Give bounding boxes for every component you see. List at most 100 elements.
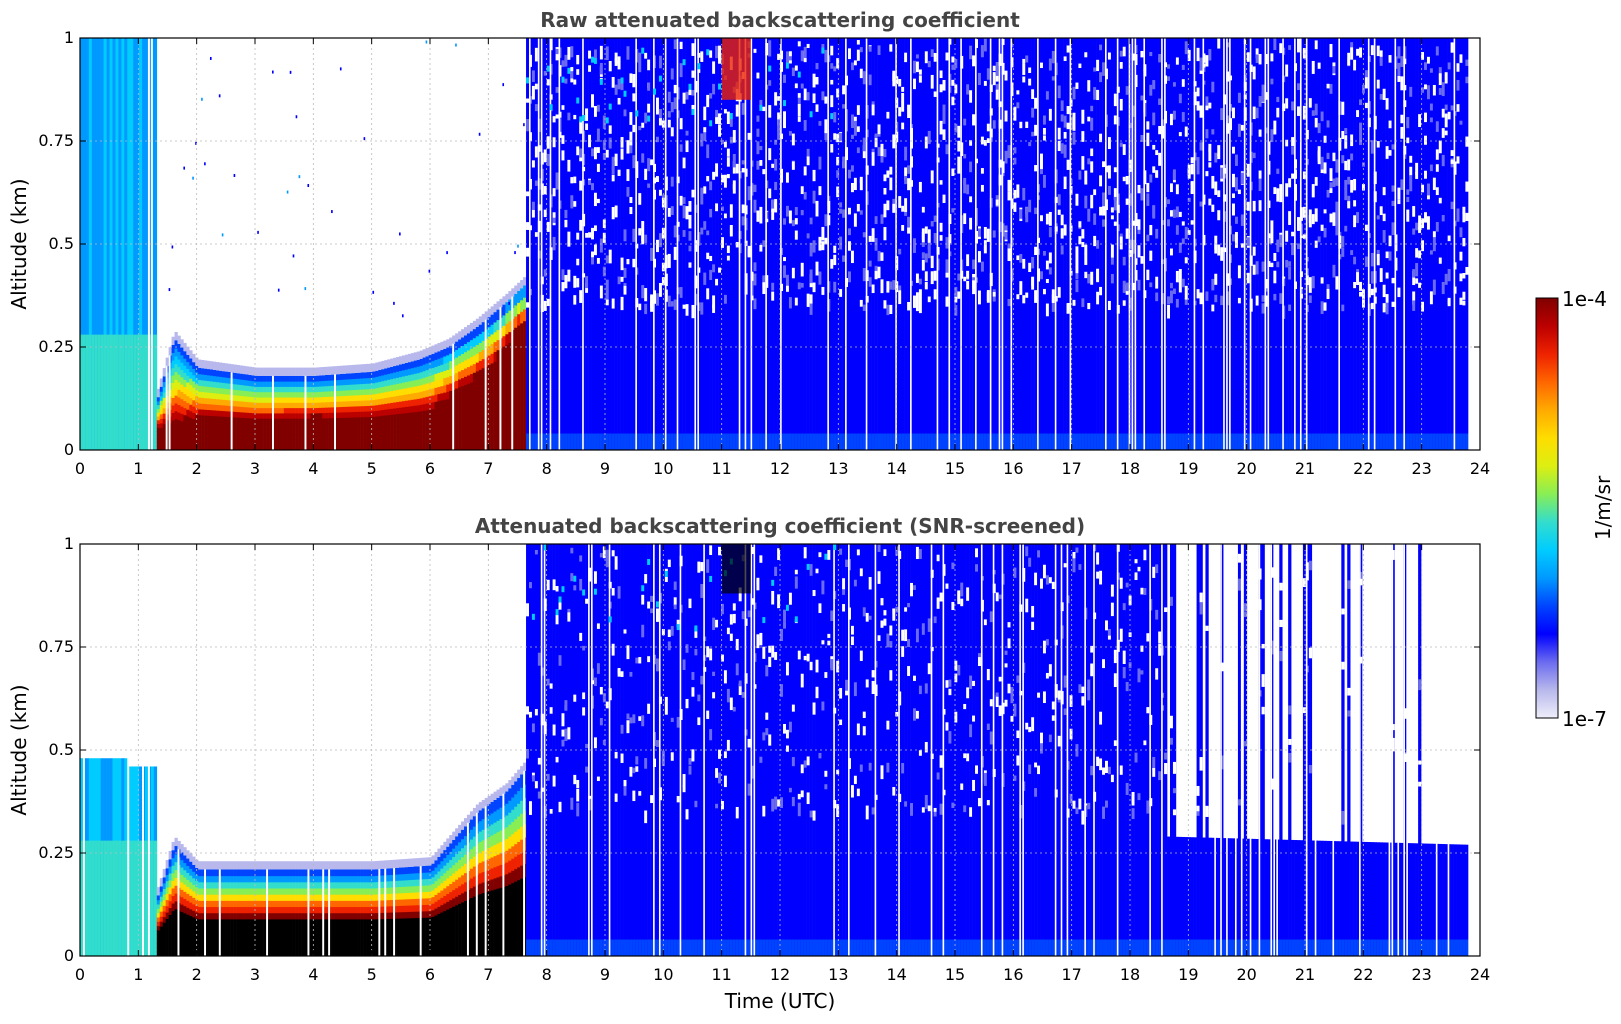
heat-speckle xyxy=(712,61,715,73)
heat-cell xyxy=(1008,434,1011,450)
heat-cell xyxy=(372,411,375,417)
heat-cell xyxy=(759,434,762,450)
heat-speckle xyxy=(689,215,692,229)
heat-cell xyxy=(502,357,505,368)
heat-cell xyxy=(361,389,364,395)
heat-speckle xyxy=(402,314,404,317)
heat-cell xyxy=(281,434,284,440)
heat-speckle xyxy=(615,154,618,161)
heat-cell xyxy=(361,417,364,423)
heat-speckle xyxy=(1158,99,1161,105)
heat-speckle xyxy=(1377,141,1380,147)
heat-cell xyxy=(364,422,367,428)
heat-cell xyxy=(248,423,251,429)
heat-cell xyxy=(290,439,293,445)
heat-cell xyxy=(222,399,225,405)
heat-speckle xyxy=(1005,151,1008,164)
heat-cell xyxy=(157,917,160,922)
heat-speckle xyxy=(526,119,529,131)
heat-cell xyxy=(172,352,175,360)
heat-cell xyxy=(237,395,240,401)
heat-cell xyxy=(349,417,352,423)
heat-speckle xyxy=(1347,177,1350,185)
heat-cell xyxy=(313,402,316,408)
heat-speckle xyxy=(1397,76,1400,82)
heat-gap xyxy=(697,38,699,450)
heat-cell xyxy=(505,429,508,440)
heat-cell xyxy=(319,407,322,413)
heat-speckle xyxy=(1176,184,1179,194)
heat-cell xyxy=(1318,434,1321,450)
heat-speckle xyxy=(700,302,703,314)
heat-cell xyxy=(375,393,378,399)
heat-cell xyxy=(281,418,284,424)
heat-speckle xyxy=(1090,161,1093,172)
heat-speckle xyxy=(869,277,872,287)
heat-cell xyxy=(712,38,715,450)
heat-speckle xyxy=(1270,79,1273,85)
heat-speckle xyxy=(561,135,564,144)
heat-cell xyxy=(237,417,240,423)
heat-speckle xyxy=(502,83,504,86)
heat-cell xyxy=(115,841,118,956)
heat-cell xyxy=(461,418,464,427)
heat-cell xyxy=(287,418,290,424)
heat-cell xyxy=(449,376,452,384)
heat-cell xyxy=(497,360,500,371)
heat-cell xyxy=(269,418,272,424)
heat-cell xyxy=(508,299,511,310)
heat-cell xyxy=(180,384,183,392)
heat-cell xyxy=(724,434,727,450)
heat-speckle xyxy=(786,206,789,217)
heat-speckle xyxy=(889,44,892,50)
heat-speckle xyxy=(1008,191,1011,200)
heat-speckle xyxy=(644,304,647,314)
heat-cell xyxy=(222,382,225,388)
heat-speckle xyxy=(916,62,919,66)
heat-speckle xyxy=(786,275,789,288)
heat-speckle xyxy=(922,207,925,213)
heat-cell xyxy=(213,433,216,439)
heat-cell xyxy=(1093,434,1096,450)
heat-speckle xyxy=(1424,113,1427,122)
heat-speckle xyxy=(1262,303,1265,313)
heat-cell xyxy=(287,424,290,430)
heat-speckle xyxy=(1462,273,1465,278)
heat-cell xyxy=(1409,434,1412,450)
heat-speckle xyxy=(978,251,981,262)
heat-speckle xyxy=(1182,279,1185,288)
heat-cell xyxy=(473,433,476,442)
heat-cell xyxy=(618,434,621,450)
heat-cell xyxy=(396,426,399,433)
heat-cell xyxy=(523,277,526,285)
heat-cell xyxy=(612,38,615,450)
heat-speckle xyxy=(556,114,559,118)
heat-speckle xyxy=(1046,279,1049,283)
heat-cell xyxy=(629,434,632,450)
heat-cell xyxy=(434,401,437,408)
heat-cell xyxy=(470,425,473,434)
heat-cell xyxy=(508,375,511,386)
heat-cell xyxy=(237,373,240,379)
heat-cell xyxy=(266,402,269,408)
heat-speckle xyxy=(331,210,333,213)
heat-speckle xyxy=(792,161,795,169)
heat-cell xyxy=(473,338,476,347)
heat-cell xyxy=(473,329,476,338)
heat-cell xyxy=(192,943,195,950)
heat-speckle xyxy=(1167,296,1170,304)
heat-cell xyxy=(189,909,192,916)
heat-speckle xyxy=(603,140,606,150)
heat-cell xyxy=(260,434,263,440)
heat-cell xyxy=(1462,434,1465,450)
heat-cell xyxy=(163,894,166,900)
heat-gap xyxy=(1037,38,1039,450)
heat-cell xyxy=(290,418,293,424)
heat-cell xyxy=(157,439,160,443)
heat-cell xyxy=(180,912,183,920)
heat-speckle xyxy=(1392,185,1395,191)
heat-speckle xyxy=(1049,252,1052,263)
heat-cell xyxy=(245,396,248,402)
heat-speckle xyxy=(1040,169,1043,174)
heat-cell xyxy=(1090,434,1093,450)
